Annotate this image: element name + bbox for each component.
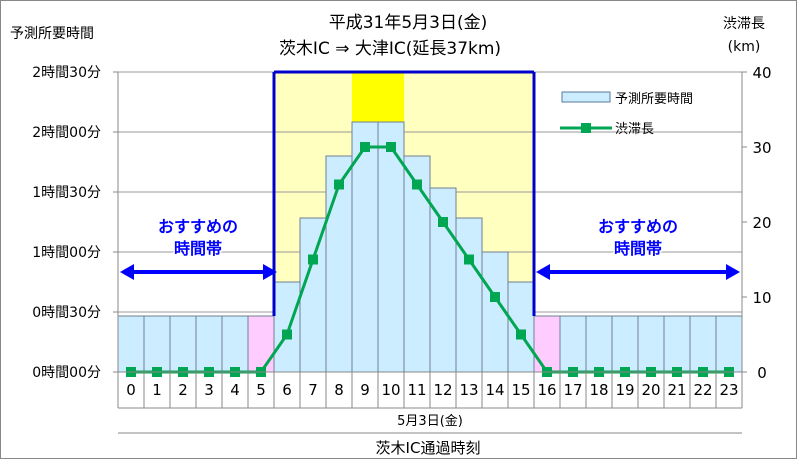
x-tick-label: 18 [589, 381, 608, 399]
x-tick-label: 4 [230, 381, 240, 399]
x-tick-label: 6 [282, 381, 292, 399]
bar [117, 315, 145, 373]
x-tick-label: 21 [667, 381, 686, 399]
bar [429, 187, 457, 373]
y-left-axis-title: 予測所要時間 [10, 26, 94, 42]
recommend-arrow-right-head-right [726, 264, 740, 280]
chart-subtitle: 茨木IC ⇒ 大津IC(延長37km) [279, 39, 501, 59]
line-point [282, 329, 292, 340]
recommend-label-line1-right: おすすめの [598, 217, 678, 236]
legend: 予測所要時間 渋滞長 [560, 91, 693, 137]
recommend-arrow-right-head-left [536, 264, 550, 280]
x-tick-label: 17 [563, 381, 582, 399]
x-tick-label: 23 [719, 381, 738, 399]
recommend-label-line2-right: 時間帯 [614, 239, 662, 258]
line-point [438, 217, 448, 227]
bar [715, 315, 743, 373]
y-left-tick-label: 2時間30分 [32, 65, 101, 81]
bar [689, 315, 717, 373]
x-tick-label: 8 [334, 381, 344, 399]
bar [455, 217, 483, 373]
bar-series [117, 121, 743, 373]
bar [273, 281, 301, 373]
line-point [308, 254, 318, 265]
x-tick-labels: 0 1 2 3 4 5 6 7 8 9 10 11 12 13 14 15 16 17 18 19 20 21 22 23 [126, 381, 738, 399]
recommend-label-line1-left: おすすめの [158, 217, 238, 236]
y-left-tick-label: 1時間30分 [32, 185, 101, 201]
legend-line-marker [581, 123, 591, 133]
line-point [412, 179, 422, 190]
x-axis-title: 茨木IC通過時刻 [376, 439, 481, 457]
chart-title: 平成31年5月3日(金) [329, 13, 488, 33]
x-tick-label: 19 [615, 381, 634, 399]
y-left-tick-label: 0時間30分 [32, 305, 101, 321]
line-point [334, 179, 344, 190]
x-tick-label: 14 [485, 381, 504, 399]
bar [143, 315, 171, 373]
boundary-lines [272, 70, 536, 316]
x-tick-label: 16 [537, 381, 556, 399]
line-point [516, 329, 526, 340]
bar [221, 315, 249, 373]
x-tick-label: 0 [126, 381, 136, 399]
x-tick-label: 15 [511, 381, 530, 399]
bar [611, 315, 639, 373]
y-right-axis-unit: (km) [728, 39, 761, 55]
legend-line-label: 渋滞長 [615, 122, 654, 137]
x-tick-label: 10 [381, 381, 400, 399]
recommend-label-line2-left: 時間帯 [174, 239, 222, 258]
y-right-axis-title: 渋滞長 [723, 16, 765, 32]
x-tick-label: 3 [204, 381, 214, 399]
bar [195, 315, 223, 373]
recommend-arrow-left-head-right [263, 264, 277, 280]
bar [533, 315, 561, 373]
y-right-tick-labels: 0 10 20 30 40 [742, 64, 772, 382]
bar [559, 315, 587, 373]
axes [117, 72, 743, 409]
x-tick-label: 1 [152, 381, 162, 399]
line-point [386, 142, 396, 152]
bar [299, 217, 327, 373]
bar [325, 155, 353, 373]
bar [169, 315, 197, 373]
x-tick-label: 20 [641, 381, 660, 399]
x-tick-label: 12 [433, 381, 452, 399]
x-tick-label: 11 [407, 381, 426, 399]
y-left-tick-label: 0時間00分 [32, 365, 101, 381]
line-point [490, 292, 500, 302]
x-tick-label: 7 [308, 381, 318, 399]
x-tick-label: 22 [693, 381, 712, 399]
x-tick-label: 5 [256, 381, 266, 399]
y-right-tick-label: 10 [752, 289, 771, 307]
y-left-tick-labels: 0時間00分 0時間30分 1時間00分 1時間30分 2時間00分 2時間30分 [32, 65, 118, 381]
date-label: 5月3日(金) [397, 413, 463, 429]
bar [247, 315, 275, 373]
line-point [360, 142, 370, 152]
line-point [464, 254, 474, 265]
bar [663, 315, 691, 373]
y-right-tick-label: 20 [752, 214, 771, 232]
y-left-tick-label: 1時間00分 [32, 245, 101, 261]
recommend-arrow-left-head-left [120, 264, 134, 280]
x-tick-label: 2 [178, 381, 188, 399]
bar [585, 315, 613, 373]
x-tick-label: 13 [459, 381, 478, 399]
y-right-tick-label: 30 [752, 139, 771, 157]
y-right-tick-label: 40 [752, 64, 771, 82]
bar [507, 281, 535, 373]
y-right-tick-label: 0 [757, 364, 767, 382]
bar [351, 121, 379, 373]
y-left-tick-label: 2時間00分 [32, 125, 101, 141]
legend-bar-label: 予測所要時間 [615, 92, 693, 107]
bar [637, 315, 665, 373]
legend-bar-swatch [561, 91, 611, 103]
x-tick-label: 9 [360, 381, 370, 399]
